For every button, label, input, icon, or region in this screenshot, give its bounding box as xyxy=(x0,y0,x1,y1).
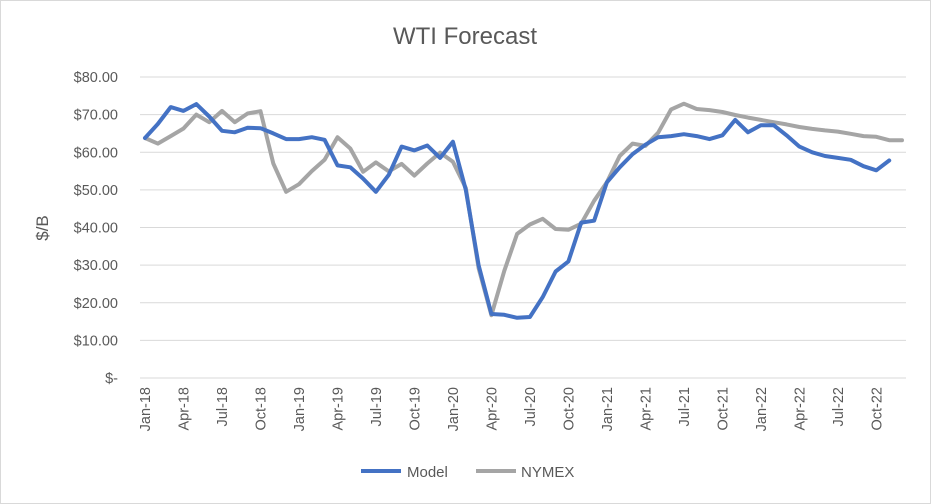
chart-title: WTI Forecast xyxy=(393,23,537,50)
x-tick-label: Jul-19 xyxy=(369,387,385,427)
x-tick-label: Apr-20 xyxy=(484,387,500,431)
x-tick-label: Oct-22 xyxy=(869,387,885,431)
y-axis-tick-labels: $- $10.00 $20.00 $30.00 $40.00 $50.00 $60.00 $7… xyxy=(74,70,119,387)
x-tick-label: Apr-22 xyxy=(792,387,808,431)
series-line-model xyxy=(143,102,892,320)
series-lines xyxy=(143,101,904,320)
x-tick-label: Apr-21 xyxy=(638,387,654,431)
y-tick-label: $80.00 xyxy=(74,70,118,86)
x-tick-label: Oct-19 xyxy=(407,387,423,431)
legend-nymex-label: NYMEX xyxy=(521,464,574,481)
x-tick-label: Jan-21 xyxy=(600,387,616,431)
y-tick-label: $70.00 xyxy=(74,108,118,124)
y-tick-label: $40.00 xyxy=(74,221,118,237)
y-tick-label: $20.00 xyxy=(74,296,118,312)
x-tick-label: Jan-18 xyxy=(138,387,154,431)
x-tick-label: Oct-18 xyxy=(253,387,269,431)
y-tick-label: $60.00 xyxy=(74,145,118,161)
series-line-nymex xyxy=(143,101,904,318)
y-tick-label: $30.00 xyxy=(74,258,118,274)
x-tick-label: Oct-20 xyxy=(561,387,577,431)
x-tick-label: Apr-19 xyxy=(330,387,346,431)
x-tick-label: Apr-18 xyxy=(176,387,192,431)
legend: Model NYMEX xyxy=(361,464,574,481)
x-axis-tick-labels: Jan-18 Apr-18 Jul-18 Oct-18 Jan-19 Apr-19 Jul-… xyxy=(138,387,885,431)
x-tick-label: Jul-22 xyxy=(831,387,847,427)
y-axis-label: $/B xyxy=(33,215,52,241)
gridlines xyxy=(140,76,906,341)
legend-model-label: Model xyxy=(407,464,448,481)
x-tick-label: Jul-21 xyxy=(677,387,693,427)
x-tick-label: Jan-20 xyxy=(446,387,462,431)
x-tick-label: Jul-20 xyxy=(523,387,539,427)
x-tick-label: Jan-22 xyxy=(754,387,770,431)
x-tick-label: Jan-19 xyxy=(292,387,308,431)
y-tick-label: $- xyxy=(105,371,118,387)
x-tick-label: Jul-18 xyxy=(215,387,231,427)
y-tick-label: $10.00 xyxy=(74,333,118,349)
y-tick-label: $50.00 xyxy=(74,183,118,199)
x-tick-label: Oct-21 xyxy=(715,387,731,431)
